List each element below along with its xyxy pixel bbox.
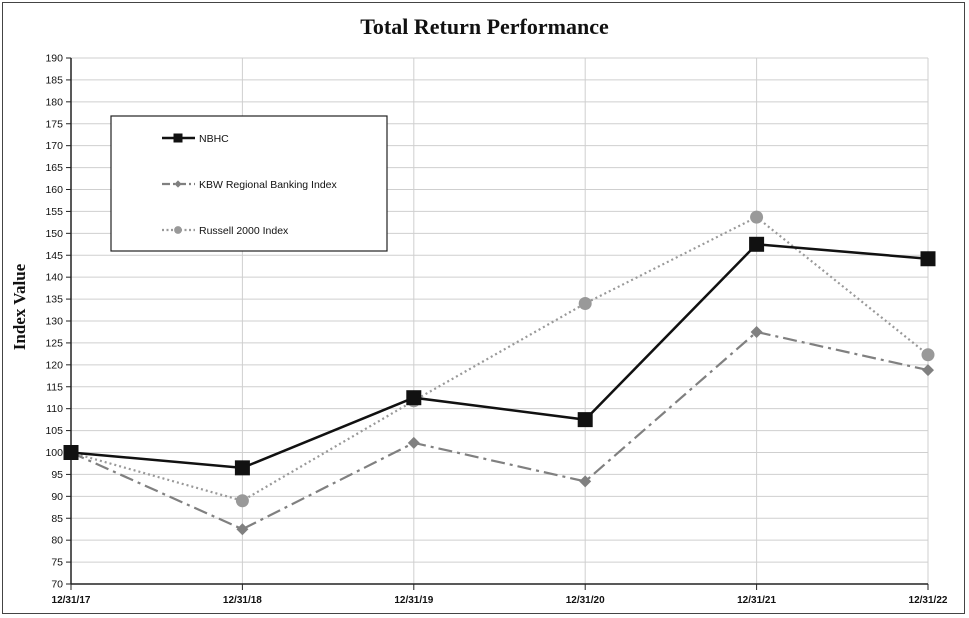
x-tick-labels: 12/31/17 12/31/18 12/31/19 12/31/20 12/31/21… — [52, 595, 948, 606]
y-tick-label: 95 — [51, 469, 63, 481]
y-tick-label: 180 — [45, 96, 63, 108]
series-line — [70, 242, 929, 470]
series-line — [70, 215, 929, 502]
y-tick-label: 160 — [45, 184, 63, 196]
legend-label: Russell 2000 Index — [199, 225, 289, 237]
y-tick-label: 155 — [45, 206, 63, 218]
data-point — [407, 436, 420, 449]
y-tick-label: 130 — [45, 316, 63, 328]
data-point — [922, 364, 934, 377]
data-point — [920, 251, 936, 267]
legend-entry: Russell 2000 Index — [162, 225, 289, 237]
legend-swatch-marker — [174, 180, 182, 188]
y-tick-label: 145 — [45, 250, 63, 262]
data-point — [406, 390, 422, 406]
legend-label: NBHC — [199, 133, 229, 145]
y-tick-label: 110 — [46, 403, 63, 415]
data-point — [235, 494, 249, 508]
x-tick-label: 12/31/19 — [394, 595, 433, 606]
y-tick-label: 165 — [45, 162, 63, 174]
y-tick-label: 135 — [45, 294, 63, 306]
y-tick-labels: 70 75 80 85 90 95 100 105 110 115 120 125 130 135 140 1… — [45, 53, 63, 591]
legend-entry: NBHC — [162, 133, 229, 145]
chart-title: Total Return Performance — [360, 14, 609, 39]
x-tick-label: 12/31/21 — [737, 595, 776, 606]
data-point — [579, 475, 592, 488]
data-point — [750, 210, 764, 224]
y-tick-label: 125 — [45, 337, 63, 349]
y-tick-label: 115 — [46, 381, 63, 393]
data-point — [577, 412, 593, 428]
y-tick-label: 90 — [51, 491, 63, 503]
data-point — [234, 460, 250, 476]
axes — [66, 57, 929, 590]
y-tick-label: 100 — [45, 447, 63, 459]
y-tick-label: 70 — [51, 579, 63, 591]
legend-label: KBW Regional Banking Index — [199, 179, 337, 191]
legend: NBHC KBW Regional Banking Index Russell 20… — [110, 115, 388, 252]
x-tick-label: 12/31/18 — [223, 595, 262, 606]
data-point — [578, 296, 592, 310]
legend-box — [110, 115, 388, 252]
x-tick-label: 12/31/20 — [566, 595, 605, 606]
legend-swatch-marker — [174, 226, 182, 234]
y-tick-label: 170 — [45, 140, 63, 152]
x-tick-label: 12/31/17 — [52, 595, 91, 606]
y-tick-label: 85 — [51, 513, 63, 525]
data-point — [236, 523, 249, 536]
series-layer — [63, 210, 936, 536]
y-tick-label: 75 — [51, 557, 63, 569]
series-kbw-regional-banking-index — [65, 325, 934, 536]
y-tick-label: 120 — [45, 359, 63, 371]
data-point — [749, 236, 765, 252]
y-tick-label: 140 — [45, 272, 63, 284]
data-point — [750, 325, 763, 338]
series-nbhc — [63, 236, 936, 476]
data-point — [921, 348, 935, 362]
series-line — [70, 330, 929, 531]
data-point — [63, 445, 79, 460]
y-tick-label: 190 — [45, 53, 63, 65]
y-tick-label: 185 — [45, 74, 63, 86]
legend-entry: KBW Regional Banking Index — [162, 179, 337, 191]
y-tick-label: 150 — [45, 228, 63, 240]
y-tick-label: 175 — [45, 118, 63, 130]
y-tick-label: 80 — [51, 535, 63, 547]
legend-swatch-marker — [173, 133, 183, 143]
x-tick-label: 12/31/22 — [909, 595, 948, 606]
y-tick-label: 105 — [45, 425, 63, 437]
